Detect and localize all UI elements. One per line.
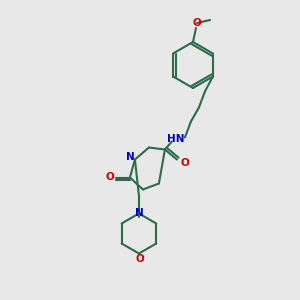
Text: O: O	[181, 158, 189, 167]
Text: HN: HN	[167, 134, 185, 145]
Text: O: O	[106, 172, 114, 182]
Text: O: O	[193, 18, 201, 28]
Text: N: N	[134, 208, 143, 218]
Text: O: O	[136, 254, 144, 265]
Text: N: N	[125, 152, 134, 161]
